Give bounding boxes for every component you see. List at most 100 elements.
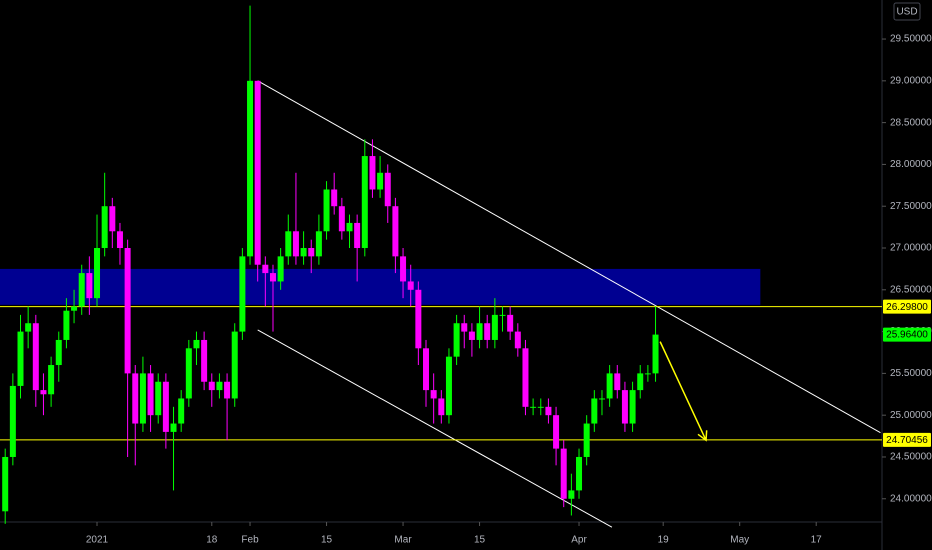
candle-body	[178, 398, 185, 424]
candle-body	[522, 348, 529, 407]
candle-body	[300, 248, 307, 257]
price-label: 26.29800	[886, 302, 928, 313]
candle-body	[116, 231, 123, 249]
candle-body	[530, 406, 537, 408]
candle-body	[637, 373, 644, 391]
x-tick-label: Feb	[241, 535, 259, 546]
trendline	[257, 329, 613, 528]
currency-box[interactable]	[893, 2, 921, 21]
candle-body	[438, 398, 445, 416]
candle-body	[101, 206, 108, 249]
candle-body	[583, 423, 590, 457]
candle-body	[652, 334, 659, 374]
candle-body	[208, 381, 215, 391]
candle-body	[614, 373, 621, 391]
candle-body	[400, 256, 407, 282]
candle-body	[644, 373, 651, 375]
price-label: 24.70456	[886, 435, 928, 446]
candle-body	[78, 273, 85, 307]
candle-body	[254, 80, 261, 265]
candle-body	[423, 348, 430, 391]
candle-body	[193, 339, 200, 349]
x-tick-label: May	[730, 535, 749, 546]
y-tick-label: 27.50000	[890, 201, 932, 212]
candle-body	[132, 373, 139, 424]
candle-body	[392, 206, 399, 257]
arrow-head	[697, 430, 708, 442]
candle-body	[170, 423, 177, 432]
last-price-box	[883, 327, 931, 342]
y-tick-label: 29.50000	[890, 34, 932, 45]
candle-body	[468, 331, 475, 340]
price-label-box	[883, 299, 931, 314]
y-tick-label: 28.00000	[890, 159, 932, 170]
candle-body	[430, 390, 437, 399]
candle-body	[346, 222, 353, 232]
trendline	[257, 80, 881, 434]
candle-body	[606, 373, 613, 399]
candle-body	[55, 339, 62, 366]
candle-body	[491, 314, 498, 340]
y-tick-label: 24.00000	[890, 493, 932, 504]
candle-body	[86, 273, 93, 299]
candle-body	[63, 310, 70, 340]
candle-body	[377, 172, 384, 190]
candle-body	[71, 306, 78, 311]
y-tick-label: 25.00000	[890, 410, 932, 421]
candle-body	[48, 365, 55, 395]
candle-body	[185, 348, 192, 399]
supply-zone	[0, 268, 761, 305]
candle-body	[591, 398, 598, 424]
candle-body	[629, 390, 636, 424]
candle-body	[545, 406, 552, 416]
candle-body	[461, 323, 468, 332]
candle-body	[201, 339, 208, 382]
x-tick-label: Mar	[394, 535, 412, 546]
candle-body	[361, 156, 368, 249]
x-tick-label: 2021	[86, 535, 109, 546]
candle-body	[568, 490, 575, 499]
y-tick-label: 24.50000	[890, 452, 932, 463]
x-tick-label: 15	[321, 535, 333, 546]
candle-body	[537, 406, 544, 408]
candle-body	[247, 80, 254, 257]
currency-label[interactable]: USD	[896, 7, 917, 18]
last-price-label: 25.96400	[886, 330, 928, 341]
candle-body	[9, 385, 16, 457]
candle-body	[315, 231, 322, 257]
candle-body	[331, 189, 338, 207]
candle-body	[262, 264, 269, 274]
candle-body	[231, 331, 238, 399]
price-label-box	[883, 432, 931, 447]
candle-body	[285, 231, 292, 257]
candle-body	[484, 323, 491, 340]
y-tick-label: 26.50000	[890, 284, 932, 295]
candle-body	[407, 281, 414, 290]
candle-body	[338, 206, 345, 232]
candle-body	[354, 222, 361, 249]
candle-body	[476, 323, 483, 340]
candle-body	[598, 398, 605, 400]
candle-body	[239, 256, 246, 332]
candle-body	[124, 248, 131, 374]
candle-body	[269, 273, 276, 282]
x-tick-label: 18	[206, 535, 218, 546]
candle-body	[155, 381, 162, 416]
candle-body	[25, 323, 32, 332]
candle-body	[369, 156, 376, 190]
x-tick-label: 15	[474, 535, 486, 546]
candle-body	[277, 256, 284, 282]
y-tick-label: 28.50000	[890, 117, 932, 128]
candle-body	[323, 189, 330, 232]
candle-body	[576, 456, 583, 491]
candle-body	[216, 381, 223, 391]
y-tick-label: 27.00000	[890, 243, 932, 254]
candle-body	[162, 381, 169, 432]
x-tick-label: 19	[658, 535, 670, 546]
candle-body	[40, 390, 47, 395]
candle-body	[109, 206, 116, 232]
candle-body	[415, 289, 422, 349]
candle-body	[139, 373, 146, 424]
x-tick-label: 17	[811, 535, 823, 546]
